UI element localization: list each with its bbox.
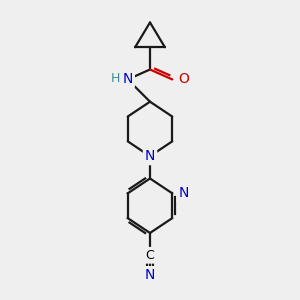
Text: H: H bbox=[111, 72, 120, 85]
Text: O: O bbox=[178, 72, 189, 86]
Text: N: N bbox=[122, 72, 133, 86]
Text: N: N bbox=[145, 268, 155, 282]
Text: C: C bbox=[146, 249, 154, 262]
Text: N: N bbox=[145, 149, 155, 163]
Text: N: N bbox=[178, 186, 189, 200]
